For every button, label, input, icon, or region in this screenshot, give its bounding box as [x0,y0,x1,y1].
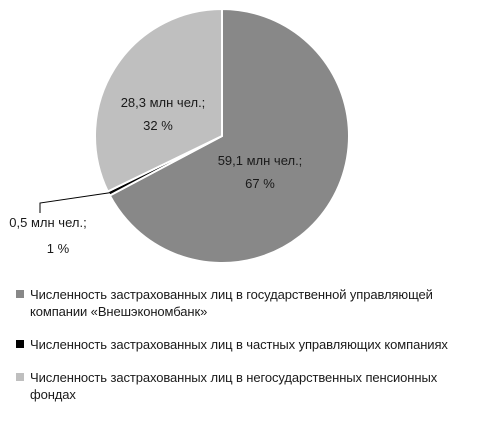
pie-slice-3 [94,7,223,193]
legend-label: Численность застрахованных лиц в негосуд… [30,370,438,402]
legend-label: Численность застрахованных лиц в государ… [30,287,433,319]
pie-slice-1 [108,7,350,264]
slice-2-value-label: 0,5 млн чел.; [9,215,86,230]
slice-2-percent-label: 1 % [47,241,70,256]
legend-swatch [16,290,24,298]
pie-slices [94,7,350,264]
pie-chart: 59,1 млн чел.; 67 % 28,3 млн чел.; 32 % … [9,7,350,264]
chart-legend: Численность застрахованных лиц в государ… [14,286,484,419]
slice-1-value-label: 59,1 млн чел.; [218,153,303,168]
legend-label: Численность застрахованных лиц в частных… [30,337,448,352]
leader-line-slice-2 [39,192,111,213]
legend-swatch [16,373,24,381]
legend-item-state-company: Численность застрахованных лиц в государ… [14,286,484,320]
legend-item-npf: Численность застрахованных лиц в негосуд… [14,369,484,403]
slice-1-percent-label: 67 % [245,176,275,191]
legend-item-private-companies: Численность застрахованных лиц в частных… [14,336,484,353]
slice-3-percent-label: 32 % [143,118,173,133]
slice-3-value-label: 28,3 млн чел.; [121,95,206,110]
legend-swatch [16,340,24,348]
